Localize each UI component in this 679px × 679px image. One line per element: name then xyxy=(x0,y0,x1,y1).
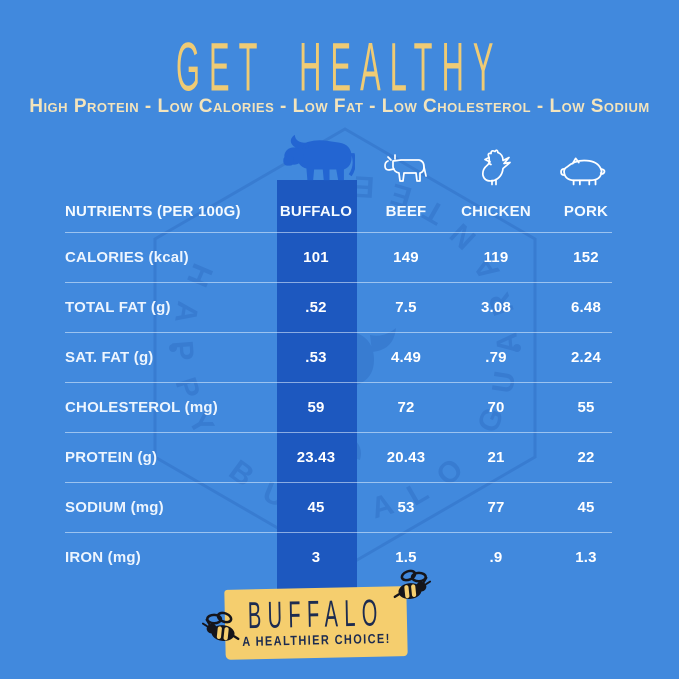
badge-subtitle: A HEALTHIER CHOICE! xyxy=(242,632,391,650)
cell-sodium-chicken: 77 xyxy=(487,498,505,516)
cell-calories-pork: 152 xyxy=(573,248,599,266)
buffalo-highlight-column xyxy=(277,180,357,602)
cell-total-fat-chicken: 3.08 xyxy=(481,298,511,316)
cell-sodium-pork: 45 xyxy=(577,498,595,516)
cell-protein-beef: 20.43 xyxy=(386,448,426,466)
nutrition-table: NUTRIENTS (PER 100G) BUFFALO BEEF CHICKE… xyxy=(65,190,630,582)
cell-sodium-buffalo: 45 xyxy=(307,498,325,516)
row-divider xyxy=(65,382,612,383)
cell-iron-pork: 1.3 xyxy=(575,548,597,566)
cell-protein-chicken: 21 xyxy=(487,448,505,466)
chicken-icon xyxy=(481,149,511,186)
bee-icon xyxy=(201,611,240,641)
pig-icon xyxy=(560,157,606,186)
cell-sodium-beef: 53 xyxy=(397,498,415,516)
row-divider xyxy=(65,532,612,533)
page-title: GET HEALTHY xyxy=(176,30,503,106)
cell-sat-fat-pork: 2.24 xyxy=(571,348,601,366)
cell-calories-buffalo: 101 xyxy=(303,248,329,266)
cell-calories-beef: 149 xyxy=(393,248,419,266)
column-header-beef: BEEF xyxy=(385,202,427,220)
column-header-buffalo: BUFFALO xyxy=(279,202,353,220)
row-divider xyxy=(65,282,612,283)
row-label-calories: CALORIES (kcal) xyxy=(65,248,189,266)
bee-icon xyxy=(393,569,432,599)
buffalo-icon xyxy=(283,134,355,181)
row-label-cholesterol: CHOLESTEROL (mg) xyxy=(65,398,218,416)
cell-cholesterol-pork: 55 xyxy=(577,398,595,416)
cell-protein-pork: 22 xyxy=(577,448,595,466)
cell-cholesterol-chicken: 70 xyxy=(487,398,505,416)
row-divider xyxy=(65,332,612,333)
cow-icon xyxy=(384,154,427,182)
cell-iron-buffalo: 3 xyxy=(311,548,321,566)
cell-total-fat-buffalo: .52 xyxy=(305,298,327,316)
column-header-chicken: CHICKEN xyxy=(461,202,531,220)
cell-iron-chicken: .9 xyxy=(489,548,503,566)
cell-sat-fat-beef: 4.49 xyxy=(391,348,421,366)
row-divider xyxy=(65,232,612,233)
cell-total-fat-pork: 6.48 xyxy=(571,298,601,316)
row-label-total-fat: TOTAL FAT (g) xyxy=(65,298,171,316)
cell-sat-fat-chicken: .79 xyxy=(485,348,507,366)
cell-cholesterol-buffalo: 59 xyxy=(307,398,325,416)
row-label-sodium: SODIUM (mg) xyxy=(65,498,164,516)
column-header-pork: PORK xyxy=(563,202,609,220)
row-divider xyxy=(65,482,612,483)
page-subtitle: High Protein - Low Calories - Low Fat - … xyxy=(29,96,650,117)
cell-calories-chicken: 119 xyxy=(483,248,509,266)
cell-cholesterol-beef: 72 xyxy=(397,398,415,416)
badge-title: BUFFALO xyxy=(247,592,385,638)
cell-protein-buffalo: 23.43 xyxy=(296,448,336,466)
row-label-sat-fat: SAT. FAT (g) xyxy=(65,348,154,366)
cell-total-fat-beef: 7.5 xyxy=(395,298,417,316)
column-header-nutrients: NUTRIENTS (PER 100G) xyxy=(65,202,241,220)
row-divider xyxy=(65,432,612,433)
row-label-protein: PROTEIN (g) xyxy=(65,448,158,466)
cell-sat-fat-buffalo: .53 xyxy=(305,348,327,366)
cell-iron-beef: 1.5 xyxy=(395,548,417,566)
buffalo-choice-badge: BUFFALO A HEALTHIER CHOICE! xyxy=(224,586,408,660)
row-label-iron: IRON (mg) xyxy=(65,548,141,566)
